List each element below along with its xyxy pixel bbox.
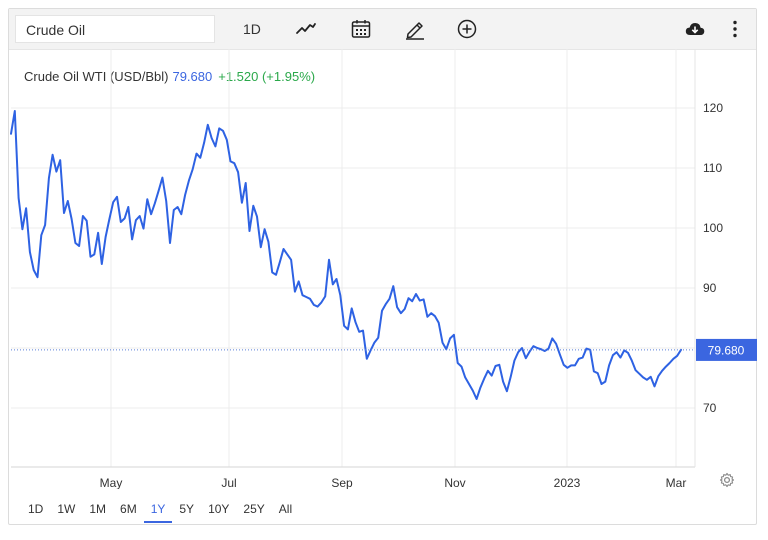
symbol-search-input[interactable]: Crude Oil [15, 15, 215, 43]
range-button-1m[interactable]: 1M [89, 502, 107, 516]
price-chart[interactable]: 70 90 100 110 120 May Jul Sep Nov 2023 Mar 79.680 [9, 9, 758, 489]
instrument-price: 79.680 [172, 69, 213, 84]
chart-widget: Crude Oil 1D [8, 8, 757, 525]
instrument-header: Crude Oil WTI (USD/Bbl) 79.680 +1.520 (+1.… [24, 69, 315, 84]
range-button-1y[interactable]: 1Y [143, 499, 173, 523]
x-tick-label: Mar [666, 476, 687, 489]
range-button-1w[interactable]: 1W [57, 502, 76, 516]
y-tick-label: 110 [703, 161, 722, 175]
range-selector: 1D 1W 1M 6M 1Y 5Y 10Y 25Y All [21, 499, 299, 525]
instrument-change: +1.520 (+1.95%) [218, 69, 316, 84]
line-style-icon[interactable] [295, 18, 317, 40]
download-cloud-icon[interactable] [684, 18, 706, 40]
range-button-25y[interactable]: 25Y [243, 502, 265, 516]
y-tick-label: 70 [703, 401, 717, 415]
range-button-10y[interactable]: 10Y [208, 502, 230, 516]
instrument-name: Crude Oil WTI (USD/Bbl) [24, 69, 169, 84]
draw-pencil-icon[interactable] [404, 18, 426, 40]
price-line [10, 110, 682, 400]
last-price-tag: 79.680 [11, 338, 757, 361]
range-button-all[interactable]: All [278, 502, 293, 516]
chart-grid [11, 49, 695, 467]
range-button-6m[interactable]: 6M [120, 502, 137, 516]
y-tick-label: 90 [703, 281, 717, 295]
chart-toolbar: Crude Oil 1D [9, 9, 756, 50]
x-tick-label: Sep [331, 476, 353, 489]
x-tick-label: Jul [221, 476, 236, 489]
interval-selector[interactable]: 1D [243, 21, 261, 37]
calendar-icon[interactable] [350, 18, 372, 40]
settings-gear-icon[interactable] [719, 472, 735, 488]
y-tick-label: 120 [703, 101, 723, 115]
y-tick-label: 100 [703, 221, 723, 235]
last-price-tag-bg [696, 338, 757, 361]
add-indicator-icon[interactable] [456, 18, 478, 40]
range-button-1d[interactable]: 1D [28, 502, 44, 516]
x-tick-label: 2023 [554, 476, 581, 489]
range-button-5y[interactable]: 5Y [179, 502, 195, 516]
more-vertical-icon[interactable] [724, 18, 746, 40]
last-price-tag-label: 79.680 [708, 343, 745, 357]
chart-axes: 70 90 100 110 120 May Jul Sep Nov 2023 Mar [11, 49, 723, 489]
chart-series [10, 110, 682, 400]
x-tick-label: May [100, 476, 123, 489]
x-tick-label: Nov [444, 476, 465, 489]
